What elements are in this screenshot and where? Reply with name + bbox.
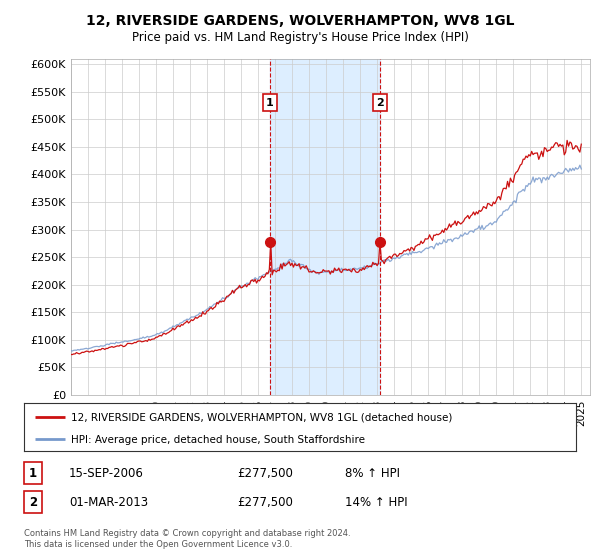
Text: 01-MAR-2013: 01-MAR-2013 [69, 496, 148, 509]
Text: Contains HM Land Registry data © Crown copyright and database right 2024.
This d: Contains HM Land Registry data © Crown c… [24, 529, 350, 549]
Text: £277,500: £277,500 [237, 496, 293, 509]
Text: 2: 2 [376, 98, 384, 108]
Text: 1: 1 [266, 98, 274, 108]
Text: 12, RIVERSIDE GARDENS, WOLVERHAMPTON, WV8 1GL: 12, RIVERSIDE GARDENS, WOLVERHAMPTON, WV… [86, 14, 514, 28]
Text: 12, RIVERSIDE GARDENS, WOLVERHAMPTON, WV8 1GL (detached house): 12, RIVERSIDE GARDENS, WOLVERHAMPTON, WV… [71, 413, 452, 422]
Text: 8% ↑ HPI: 8% ↑ HPI [345, 466, 400, 480]
Text: 15-SEP-2006: 15-SEP-2006 [69, 466, 144, 480]
Text: 14% ↑ HPI: 14% ↑ HPI [345, 496, 407, 509]
Text: 2: 2 [29, 496, 37, 509]
Text: HPI: Average price, detached house, South Staffordshire: HPI: Average price, detached house, Sout… [71, 435, 365, 445]
Text: 1: 1 [29, 466, 37, 480]
Text: Price paid vs. HM Land Registry's House Price Index (HPI): Price paid vs. HM Land Registry's House … [131, 31, 469, 44]
Bar [270, 59, 380, 395]
Text: £277,500: £277,500 [237, 466, 293, 480]
